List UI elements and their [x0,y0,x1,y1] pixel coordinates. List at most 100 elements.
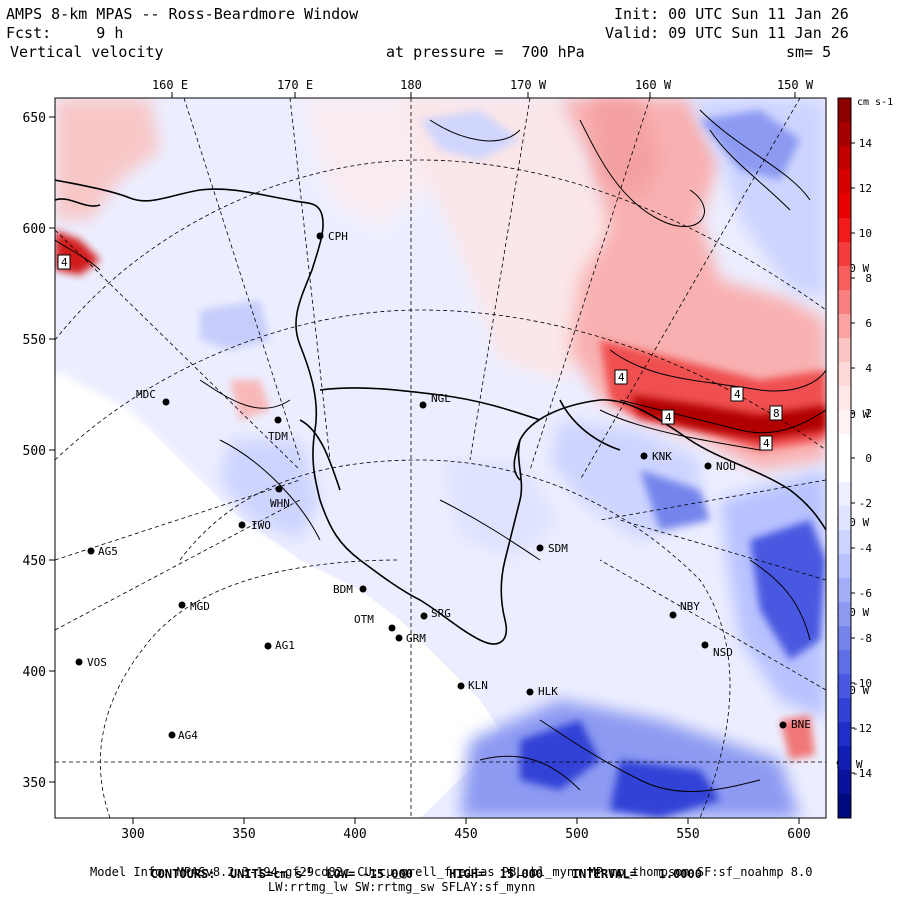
lon-label-180: 180 [400,78,422,92]
colorbar-swatch [838,266,851,291]
y-label: 500 [23,444,46,459]
colorbar-label: 12 [859,182,872,195]
station-ag5: AG5 [87,545,118,558]
svg-text:AG4: AG4 [178,729,198,742]
svg-text:HLK: HLK [538,685,558,698]
svg-text:KLN: KLN [468,679,488,692]
colorbar-label: -10 [852,677,872,690]
svg-text:KNK: KNK [652,450,672,463]
lon-label-160w: 160 W [635,78,672,92]
station-iwo: IWO [238,519,271,532]
station-ag4: AG4 [168,729,198,742]
colorbar-swatch [838,674,851,699]
colorbar-swatch [838,98,851,123]
colorbar-label: 0 [865,452,872,465]
map-frame [54,97,827,819]
colorbar-swatch [838,146,851,171]
y-label: 400 [23,665,46,680]
colorbar-label: -12 [852,722,872,735]
station-hlk: HLK [526,685,558,698]
station-otm: OTM [354,613,396,632]
svg-text:NGL: NGL [431,392,451,405]
colorbar-swatch [838,170,851,195]
colorbar-label: 4 [865,362,872,375]
contours-info: CONTOURS: UNITS=cm s-1 LOW= -15.000 HIGH… [136,851,702,881]
svg-text:TDM: TDM [268,430,288,443]
contour-label: 4 [665,411,672,424]
colorbar-swatch [838,386,851,411]
colorbar-label: 14 [859,137,873,150]
svg-text:NBY: NBY [680,600,700,613]
x-label: 500 [565,827,588,842]
station-sdm: SDM [536,542,568,555]
colorbar-swatch [838,722,851,747]
colorbar-swatch [838,314,851,339]
colorbar-swatch [838,770,851,795]
contour-label: 4 [618,371,625,384]
variable-name: Vertical velocity [10,43,164,61]
svg-text:BNE: BNE [791,718,811,731]
colorbar-swatch [838,698,851,723]
smoothing: sm= 5 [786,43,832,61]
station-bdm: BDM [333,583,367,596]
x-label: 550 [676,827,699,842]
contour-label: 4 [763,437,770,450]
colorbar-swatch [838,530,851,555]
station-srg: SRG [420,607,451,620]
colorbar-swatch [838,410,851,435]
station-ag1: AG1 [264,639,295,652]
colorbar-label: -14 [852,767,872,780]
colorbar-swatch [838,362,851,387]
colorbar-swatch [838,242,851,267]
colorbar-swatch [838,434,851,459]
colorbar-label: 10 [859,227,872,240]
station-layer: CPH NGL MDC TDM WHN IWO AG5 SDM BDM SRG … [75,230,811,742]
y-label: 600 [23,222,46,237]
lon-label-170e: 170 E [277,78,313,92]
contour-label: 8 [773,407,780,420]
colorbar-swatch [838,794,851,819]
svg-text:SRG: SRG [431,607,451,620]
station-bne: BNE [779,718,811,731]
y-label: 650 [23,111,46,126]
model-info-physics: LW:rrtmg_lw SW:rrtmg_sw SFLAY:sf_mynn [268,880,536,894]
svg-text:NSD: NSD [713,646,733,659]
station-nou: NOU [704,460,736,473]
lon-label-160e: 160 E [152,78,188,92]
station-kln: KLN [457,679,488,692]
svg-text:NOU: NOU [716,460,736,473]
svg-text:BDM: BDM [333,583,353,596]
svg-text:AG5: AG5 [98,545,118,558]
station-grm: GRM [395,632,426,645]
svg-text:MGD: MGD [190,600,210,613]
colorbar-swatch [838,218,851,243]
forecast-hour: Fcst: 9 h [6,24,124,42]
svg-text:OTM: OTM [354,613,374,626]
svg-text:GRM: GRM [406,632,426,645]
svg-text:SDM: SDM [548,542,568,555]
lon-label-170w: 170 W [510,78,547,92]
colorbar-swatch [838,290,851,315]
station-mgd: MGD [178,600,210,613]
colorbar-swatch [838,194,851,219]
station-ngl: NGL [419,392,451,409]
colorbar-swatch [838,506,851,531]
pressure-level: at pressure = 700 hPa [386,43,585,61]
colorbar-swatch [838,338,851,363]
x-label: 600 [787,827,810,842]
colorbar-swatch [838,482,851,507]
svg-text:WHN: WHN [270,497,290,510]
colorbar-swatch [838,122,851,147]
colorbar-label: 6 [865,317,872,330]
colorbar-swatch [838,602,851,627]
init-time: Init: 00 UTC Sun 11 Jan 26 [614,5,849,23]
station-knk: KNK [640,450,672,463]
svg-text:MDC: MDC [136,388,156,401]
model-info: Model Info: MPASv8.2.3-194-gf29cd82c CU:… [90,865,813,879]
x-label: 300 [121,827,144,842]
station-cph: CPH [316,230,348,243]
svg-text:IWO: IWO [251,519,271,532]
station-mdc: MDC [136,388,170,406]
y-label: 550 [23,333,46,348]
coastline [55,179,826,645]
